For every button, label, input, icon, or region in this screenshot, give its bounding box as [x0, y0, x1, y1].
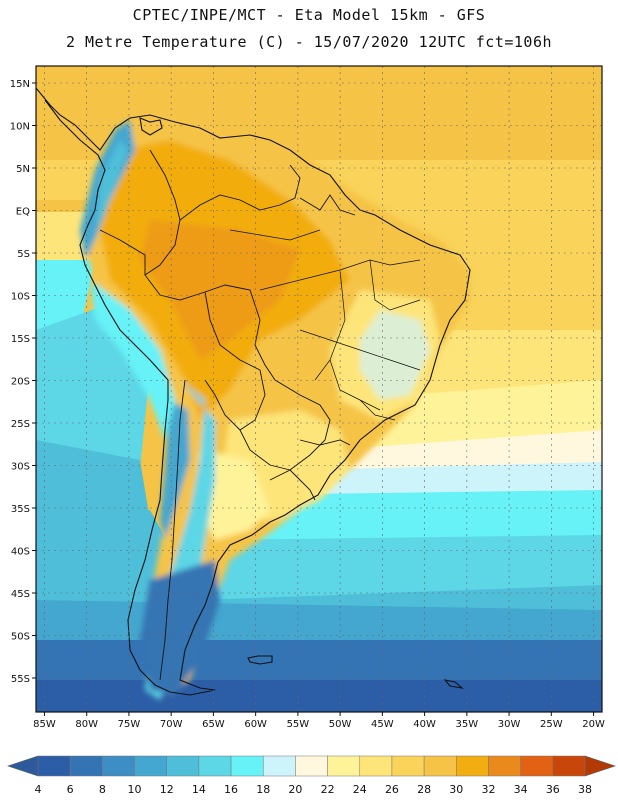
lon-tick-label: 35W: [456, 719, 479, 730]
colorbar-label: 24: [353, 783, 367, 796]
chart-title-line-2: 2 Metre Temperature (C) - 15/07/2020 12U…: [65, 33, 553, 51]
colorbar-swatch: [295, 755, 328, 777]
colorbar-swatch: [102, 755, 135, 777]
coastline: [36, 87, 471, 696]
colorbar-swatch: [359, 755, 393, 777]
lon-tick-label: 30W: [498, 719, 521, 730]
colorbar-label: 38: [578, 783, 592, 796]
colorbar-label: 22: [321, 783, 335, 796]
colorbar-swatch: [230, 755, 264, 777]
lon-tick-label: 60W: [244, 719, 267, 730]
ocean-band-4: [36, 680, 602, 712]
colorbar-swatch: [134, 755, 167, 777]
colorbar-swatch: [198, 755, 232, 777]
lat-tick-label: 20S: [11, 377, 30, 388]
lat-tick-label: 15S: [11, 334, 30, 345]
colorbar-label: 8: [99, 783, 106, 796]
ocean-band-14: [200, 535, 602, 600]
colorbar: 4 6 8 10 12 14 16 18 20 22 24 26 28 30 32 34 36 38: [7, 755, 616, 796]
map-frame: [35, 65, 603, 713]
state-borders: [229, 229, 421, 421]
colorbar-swatch: [69, 755, 103, 777]
lon-tick-label: 25W: [540, 719, 563, 730]
colorbar-swatch: [37, 755, 71, 777]
lat-tick-label: 50S: [11, 632, 30, 643]
lat-tick-label: 40S: [11, 547, 30, 558]
lat-tick-label: 25S: [11, 419, 30, 430]
lon-tick-label: 70W: [160, 719, 183, 730]
colorbar-left-arrow: [7, 755, 39, 777]
colorbar-label: 36: [546, 783, 560, 796]
longitude-axis: 85W 80W 75W 70W 65W 60W 55W 50W 45W 40W 35W 30W 25W 2…: [33, 712, 605, 730]
colorbar-label: 20: [288, 783, 302, 796]
lon-tick-label: 50W: [329, 719, 352, 730]
lat-tick-label: 55S: [11, 674, 30, 685]
temperature-field: [36, 66, 602, 712]
lat-tick-label: EQ: [16, 207, 30, 218]
lat-tick-label: 35S: [11, 504, 30, 515]
colorbar-swatch: [262, 755, 296, 777]
colorbar-swatch: [166, 755, 200, 777]
lon-tick-label: 75W: [118, 719, 141, 730]
country-borders: [99, 149, 356, 681]
colorbar-swatch: [552, 755, 586, 777]
graticule: [36, 66, 602, 712]
colorbar-label: 30: [449, 783, 463, 796]
lat-tick-label: 15N: [10, 79, 30, 90]
chart-title-line-1: CPTEC/INPE/MCT - Eta Model 15km - GFS: [132, 6, 486, 24]
colorbar-label: 16: [224, 783, 238, 796]
colorbar-label: 6: [67, 783, 74, 796]
lon-tick-label: 20W: [582, 719, 605, 730]
land-shading: [80, 115, 470, 700]
colorbar-label: 28: [417, 783, 431, 796]
colorbar-swatch: [391, 755, 425, 777]
lat-tick-label: 30S: [11, 462, 30, 473]
colorbar-label: 4: [35, 783, 42, 796]
lat-tick-label: 5S: [17, 249, 30, 260]
lat-tick-label: 5N: [16, 164, 30, 175]
lon-tick-label: 80W: [75, 719, 98, 730]
lon-tick-label: 40W: [413, 719, 436, 730]
colorbar-swatch: [488, 755, 521, 777]
lon-tick-label: 45W: [371, 719, 394, 730]
colorbar-label: 12: [160, 783, 174, 796]
colorbar-swatch: [456, 755, 489, 777]
colorbar-label: 14: [192, 783, 206, 796]
colorbar-label: 34: [514, 783, 528, 796]
colorbar-label: 26: [385, 783, 399, 796]
lat-tick-label: 10N: [10, 122, 30, 133]
colorbar-swatch: [327, 755, 361, 777]
lon-tick-label: 65W: [202, 719, 225, 730]
lat-tick-label: 45S: [11, 589, 30, 600]
colorbar-swatch: [423, 755, 457, 777]
lon-tick-label: 85W: [33, 719, 56, 730]
lat-tick-label: 10S: [11, 292, 30, 303]
colorbar-label: 10: [128, 783, 142, 796]
colorbar-label: 32: [481, 783, 495, 796]
colorbar-right-arrow: [584, 755, 616, 777]
latitude-axis: 15N 10N 5N EQ 5S 10S 15S 20S 25S 30S 35S 40S 45S 50S 5…: [10, 79, 36, 685]
pacific-band-12: [36, 440, 150, 530]
ocean-band-16: [220, 490, 602, 545]
lon-tick-label: 55W: [287, 719, 310, 730]
colorbar-label: 18: [256, 783, 270, 796]
colorbar-swatch: [520, 755, 554, 777]
